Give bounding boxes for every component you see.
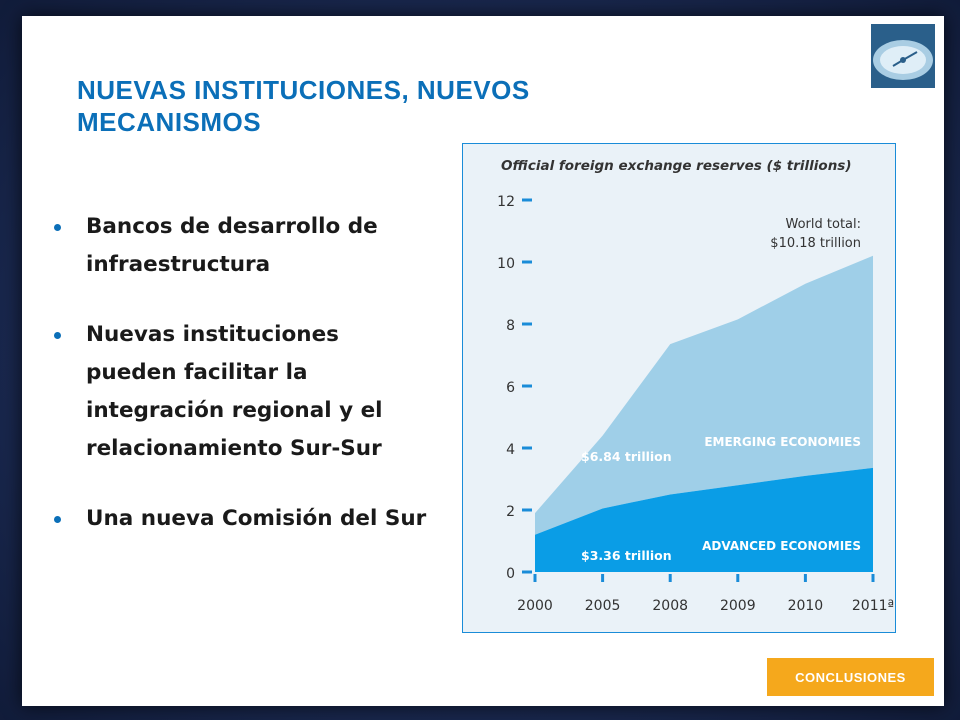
bullet-list: Bancos de desarrollo de infraestructura … (52, 208, 432, 570)
slide-title: NUEVAS INSTITUCIONES, NUEVOS MECANISMOS (77, 75, 530, 137)
y-tick-label: 4 (506, 442, 515, 458)
advanced-economies-area (535, 467, 873, 572)
bullet-text: Nuevas instituciones pueden facilitar la… (86, 322, 383, 461)
advanced-economies-label: ADVANCED ECONOMIES (702, 539, 861, 553)
chart-svg: Official foreign exchange reserves ($ tr… (497, 158, 894, 614)
bullet-dot-icon (54, 332, 61, 339)
y-tick-label: 6 (506, 380, 515, 396)
bullet-item: Bancos de desarrollo de infraestructura (52, 208, 432, 284)
chart-title: Official foreign exchange reserves ($ tr… (501, 158, 852, 174)
x-tick-label: 2008 (652, 598, 688, 614)
bullet-text: Bancos de desarrollo de infraestructura (86, 214, 378, 277)
emerging-economies-label: EMERGING ECONOMIES (704, 435, 861, 449)
emerging-value-label: $6.84 trillion (581, 449, 672, 464)
bullet-dot-icon (54, 224, 61, 231)
bullet-dot-icon (54, 516, 61, 523)
x-tick-label: 2009 (720, 598, 756, 614)
x-tick-label: 2010 (788, 598, 824, 614)
slide: NUEVAS INSTITUCIONES, NUEVOS MECANISMOS … (22, 16, 944, 706)
bullet-text: Una nueva Comisión del Sur (86, 506, 427, 531)
world-total-label: World total: (786, 217, 862, 232)
compass-logo-icon (871, 24, 935, 88)
emerging-economies-area (535, 255, 873, 535)
y-tick-label: 0 (506, 566, 515, 582)
x-tick-label: 2005 (585, 598, 621, 614)
y-tick-label: 2 (506, 504, 515, 520)
bullet-item: Nuevas instituciones pueden facilitar la… (52, 316, 432, 468)
x-tick-label: 2011ª (852, 598, 894, 614)
y-tick-label: 12 (497, 194, 515, 210)
world-total-value: $10.18 trillion (770, 236, 861, 251)
reserves-chart: Official foreign exchange reserves ($ tr… (462, 143, 896, 633)
y-tick-label: 10 (497, 256, 515, 272)
x-tick-label: 2000 (517, 598, 553, 614)
conclusiones-button[interactable]: CONCLUSIONES (767, 658, 934, 696)
bullet-item: Una nueva Comisión del Sur (52, 500, 432, 538)
advanced-value-label: $3.36 trillion (581, 548, 672, 563)
y-tick-label: 8 (506, 318, 515, 334)
